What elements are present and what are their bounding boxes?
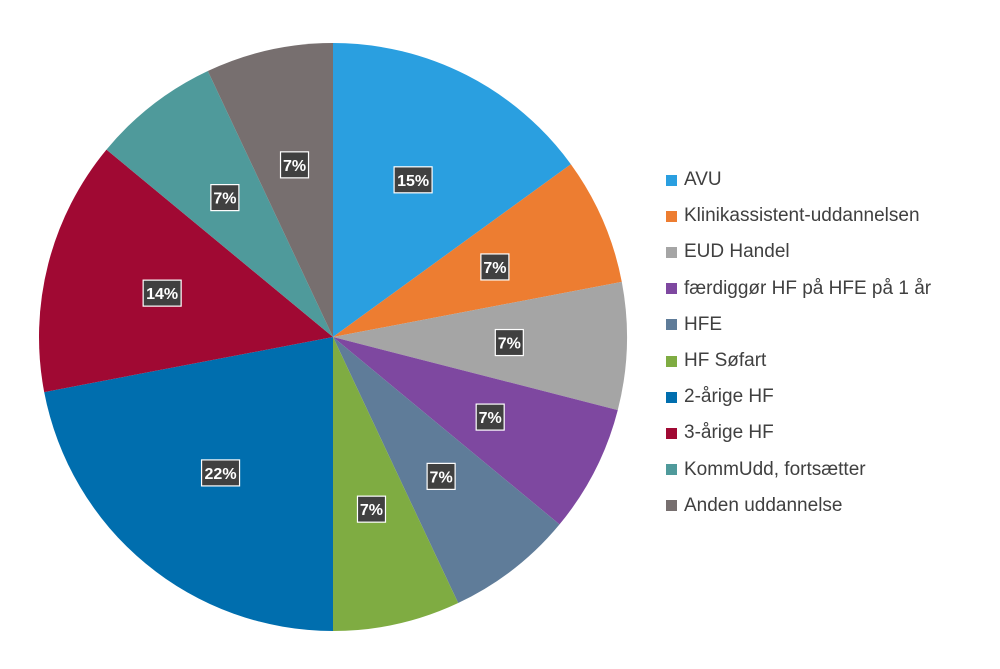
value-label-text: 7% [213, 191, 236, 208]
value-label-box [494, 328, 524, 357]
value-label-box [480, 253, 510, 281]
value-label-box [426, 462, 456, 490]
legend-item: AVU [666, 162, 931, 198]
legend-label: Klinikassistent-uddannelsen [684, 205, 920, 227]
pie-slice [44, 337, 333, 631]
value-label-box [356, 495, 387, 523]
legend-item: 3-årige HF [666, 415, 931, 451]
value-label-text: 15% [397, 173, 429, 190]
legend-swatch [666, 210, 677, 222]
value-label-text: 7% [483, 260, 506, 277]
legend-label: AVU [684, 169, 722, 191]
value-label-text: 22% [205, 466, 237, 483]
legend-swatch [666, 355, 677, 367]
legend-swatch [666, 246, 677, 258]
legend-item: HF Søfart [666, 343, 931, 379]
value-label-text: 7% [360, 502, 383, 519]
value-label-text: 7% [283, 158, 306, 175]
pie-value-labels: 15% 7% 7% 7% 7% 7% 22% 14% 7% 7% [142, 151, 524, 523]
legend-swatch [666, 283, 677, 295]
value-label-box [200, 459, 241, 487]
legend-swatch [666, 427, 677, 439]
value-label-box [475, 403, 505, 431]
legend-label: HF Søfart [684, 350, 767, 372]
value-label-text: 7% [498, 336, 521, 353]
legend-item: Anden uddannelse [666, 488, 931, 524]
legend-label: 2-årige HF [684, 386, 774, 408]
legend-label: HFE [684, 313, 722, 335]
value-label: 7% [480, 253, 510, 281]
legend-item: EUD Handel [666, 234, 931, 270]
legend-item: Klinikassistent-uddannelsen [666, 198, 931, 234]
legend-item: HFE [666, 307, 931, 343]
value-label: 7% [475, 403, 505, 431]
value-label: 7% [210, 184, 240, 212]
value-label-box [210, 184, 240, 212]
legend-item: 2-årige HF [666, 379, 931, 415]
pie-slice [333, 43, 571, 337]
legend-label: EUD Handel [684, 241, 790, 263]
legend-item: færdiggør HF på HFE på 1 år [666, 271, 931, 307]
value-label-text: 7% [479, 410, 502, 427]
value-label-text: 14% [146, 286, 178, 303]
value-label: 7% [356, 495, 387, 523]
pie-slice [333, 281, 627, 411]
legend-label: færdiggør HF på HFE på 1 år [684, 277, 932, 299]
value-label: 14% [142, 279, 182, 307]
value-label: 7% [279, 151, 310, 179]
legend-swatch [666, 464, 677, 476]
legend-swatch [666, 391, 677, 403]
pie-slice [333, 164, 622, 337]
legend-swatch [666, 500, 677, 512]
value-label: 15% [393, 166, 433, 194]
value-label-box [279, 151, 310, 179]
value-label: 7% [494, 328, 524, 357]
value-label-box [142, 279, 182, 307]
legend-swatch [666, 174, 677, 186]
value-label-text: 7% [430, 469, 453, 486]
pie-slice [333, 337, 459, 631]
legend-item: KommUdd, fortsætter [666, 452, 931, 488]
legend-label: KommUdd, fortsætter [684, 458, 866, 480]
legend-label: 3-årige HF [684, 422, 774, 444]
pie-slice [333, 337, 618, 525]
value-label: 7% [426, 462, 456, 490]
value-label: 22% [200, 459, 241, 487]
pie-slice [39, 149, 334, 393]
pie-slices [39, 43, 627, 631]
legend-swatch [666, 319, 677, 331]
value-label-box [393, 166, 433, 194]
legend-label: Anden uddannelse [684, 494, 843, 516]
pie-slice [207, 43, 333, 337]
legend: AVU Klinikassistent-uddannelsen EUD Handel… [666, 162, 931, 524]
